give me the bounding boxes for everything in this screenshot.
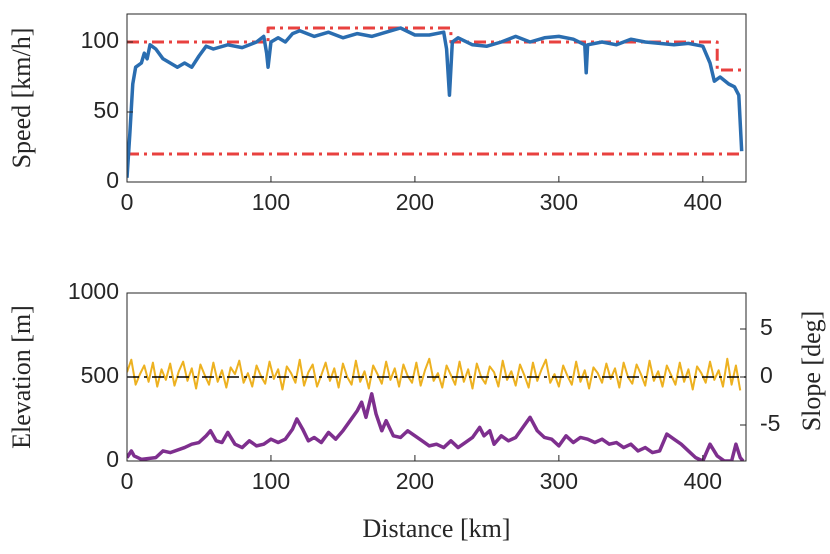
plot-area	[127, 357, 746, 461]
y2-tick-label: 5	[760, 314, 773, 340]
y-tick-label: 0	[106, 446, 119, 472]
axes-box	[126, 13, 747, 183]
x-tick-label: 100	[252, 189, 290, 215]
line-series	[127, 26, 744, 72]
y-axis-label: Elevation [m]	[7, 305, 36, 449]
y-tick-label: 500	[81, 362, 119, 388]
y-tick-label: 0	[106, 167, 119, 193]
x-tick-label: 200	[396, 468, 434, 494]
line-series	[127, 357, 742, 391]
y-axis-label: Speed [km/h]	[7, 28, 36, 169]
y-tick-label: 50	[93, 97, 119, 123]
x-tick-label: 400	[684, 189, 722, 215]
y-tick-label: 100	[81, 27, 119, 53]
x-axis-label: Distance [km]	[362, 514, 510, 543]
x-tick-label: 200	[396, 189, 434, 215]
plot-area	[127, 26, 744, 178]
line-series	[127, 392, 745, 461]
x-tick-label: 0	[121, 189, 134, 215]
line-series	[127, 26, 744, 178]
y2-tick-label: 0	[760, 362, 773, 388]
x-tick-label: 100	[252, 468, 290, 494]
y-tick-label: 1000	[68, 278, 119, 304]
x-tick-label: 300	[540, 189, 578, 215]
y2-axis-label: Slope [deg]	[797, 311, 826, 432]
x-tick-label: 0	[121, 468, 134, 494]
x-tick-label: 300	[540, 468, 578, 494]
x-tick-label: 400	[684, 468, 722, 494]
y2-tick-label: -5	[760, 410, 780, 436]
axes-box	[126, 292, 747, 462]
